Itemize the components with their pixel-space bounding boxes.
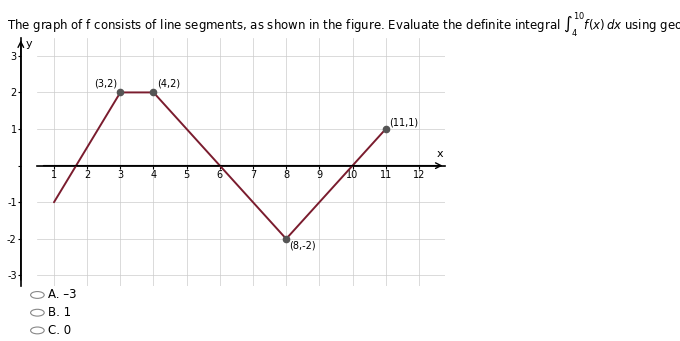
Text: (8,-2): (8,-2) bbox=[290, 240, 316, 250]
Text: C. 0: C. 0 bbox=[48, 324, 71, 337]
Text: x: x bbox=[437, 149, 444, 159]
Text: (3,2): (3,2) bbox=[94, 79, 117, 89]
Text: (4,2): (4,2) bbox=[157, 79, 180, 89]
Text: (11,1): (11,1) bbox=[389, 117, 418, 128]
Text: B. 1: B. 1 bbox=[48, 306, 71, 319]
Text: A. –3: A. –3 bbox=[48, 288, 76, 301]
Text: y: y bbox=[26, 39, 33, 49]
Text: The graph of f consists of line segments, as shown in the figure. Evaluate the d: The graph of f consists of line segments… bbox=[7, 10, 680, 39]
